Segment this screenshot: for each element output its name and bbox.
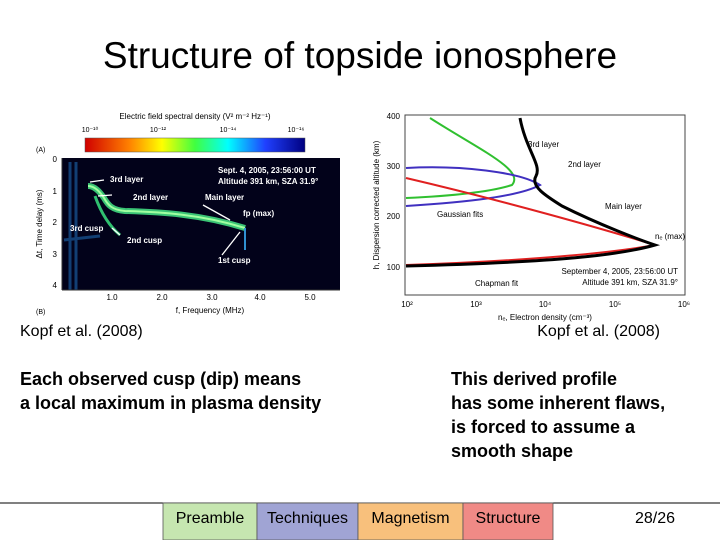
colorbar-tick: 10⁻¹⁶ xyxy=(288,127,305,134)
y-axis-label: h, Dispersion corrected altitude (km) xyxy=(372,140,381,269)
annotation: Main layer xyxy=(605,202,642,211)
body-text: This derived profile xyxy=(451,369,617,389)
x-axis-label: nₑ, Electron density (cm⁻³) xyxy=(498,313,592,322)
annotation: 2nd layer xyxy=(133,193,168,202)
nav-tab-bg xyxy=(357,502,464,540)
x-tick-label: 1.0 xyxy=(106,293,118,302)
nav-tab-bg xyxy=(162,502,258,540)
body-text: Each observed cusp (dip) means xyxy=(20,369,301,389)
colorbar xyxy=(84,137,306,153)
panel-label: (A) xyxy=(36,147,45,154)
y-tick-label: 400 xyxy=(387,112,401,121)
y-tick-label: 100 xyxy=(387,263,401,272)
annotation: 3rd cusp xyxy=(70,224,103,233)
right-figure: h, Dispersion corrected altitude (km) 400… xyxy=(372,112,690,322)
colorbar-tick: 10⁻¹⁰ xyxy=(82,126,99,134)
left-figure: Electric field spectral density (V² m⁻² … xyxy=(35,112,318,316)
x-tick-label: 10⁶ xyxy=(678,300,690,309)
body-text: smooth shape xyxy=(451,441,573,461)
annotation: 3rd layer xyxy=(528,140,559,149)
annotation: nₑ (max) xyxy=(655,232,685,241)
nav-tab-bg xyxy=(256,502,359,540)
y-axis-label: Δt, Time delay (ms) xyxy=(35,189,44,258)
y-tick-label: 2 xyxy=(53,218,58,227)
annotation: 3rd layer xyxy=(110,175,143,184)
figure-caption: Kopf et al. (2008) xyxy=(20,323,143,340)
body-text: is forced to assume a xyxy=(451,417,636,437)
annotation: 1st cusp xyxy=(218,256,251,265)
x-tick-label: 10³ xyxy=(470,300,482,309)
x-tick-label: 2.0 xyxy=(156,293,168,302)
annotation: Gaussian fits xyxy=(437,210,483,219)
nav-tab[interactable]: Techniques xyxy=(267,510,348,527)
y-tick-label: 1 xyxy=(53,187,58,196)
body-text: a local maximum in plasma density xyxy=(20,393,321,413)
panel-label: (B) xyxy=(36,309,45,316)
colorbar-tick: 10⁻¹² xyxy=(150,127,167,134)
annotation: Main layer xyxy=(205,193,244,202)
altitude-label: Altitude 391 km, SZA 31.9° xyxy=(582,278,678,287)
annotation: Chapman fit xyxy=(475,279,519,288)
y-tick-label: 200 xyxy=(387,212,401,221)
y-tick-label: 0 xyxy=(53,155,58,164)
annotation: 2nd layer xyxy=(568,160,601,169)
x-tick-label: 5.0 xyxy=(304,293,316,302)
x-tick-label: 10⁵ xyxy=(609,300,621,309)
colorbar-tick: 10⁻¹⁴ xyxy=(220,127,237,134)
y-tick-label: 300 xyxy=(387,162,401,171)
x-tick-label: 3.0 xyxy=(206,293,218,302)
figure-caption: Kopf et al. (2008) xyxy=(537,323,660,340)
date-label: Sept. 4, 2005, 23:56:00 UT xyxy=(218,166,316,175)
slide-title: Structure of topside ionosphere xyxy=(103,35,617,76)
x-tick-label: 10² xyxy=(401,300,413,309)
nav-tab[interactable]: Structure xyxy=(476,510,541,527)
nav-tab[interactable]: Preamble xyxy=(176,510,245,527)
altitude-label: Altitude 391 km, SZA 31.9° xyxy=(218,177,318,186)
x-axis-label: f, Frequency (MHz) xyxy=(176,306,245,315)
nav-tab[interactable]: Magnetism xyxy=(371,510,449,527)
nav-bar: Preamble Techniques Magnetism Structure xyxy=(162,502,554,540)
x-tick-label: 4.0 xyxy=(254,293,266,302)
body-text: has some inherent flaws, xyxy=(451,393,665,413)
spectrogram-traces xyxy=(63,162,246,290)
y-tick-label: 4 xyxy=(53,281,58,290)
date-label: September 4, 2005, 23:56:00 UT xyxy=(561,267,678,276)
y-tick-label: 3 xyxy=(53,250,58,259)
right-text: This derived profile has some inherent fl… xyxy=(451,369,665,461)
colorbar-label: Electric field spectral density (V² m⁻² … xyxy=(119,112,270,121)
profile-curves xyxy=(405,117,661,268)
page-number: 28/26 xyxy=(635,510,675,527)
left-text: Each observed cusp (dip) means a local ma… xyxy=(20,369,321,413)
nav-tab-bg xyxy=(462,502,554,540)
annotation: fp (max) xyxy=(243,209,274,218)
annotation: 2nd cusp xyxy=(127,236,162,245)
x-tick-label: 10⁴ xyxy=(539,300,552,309)
